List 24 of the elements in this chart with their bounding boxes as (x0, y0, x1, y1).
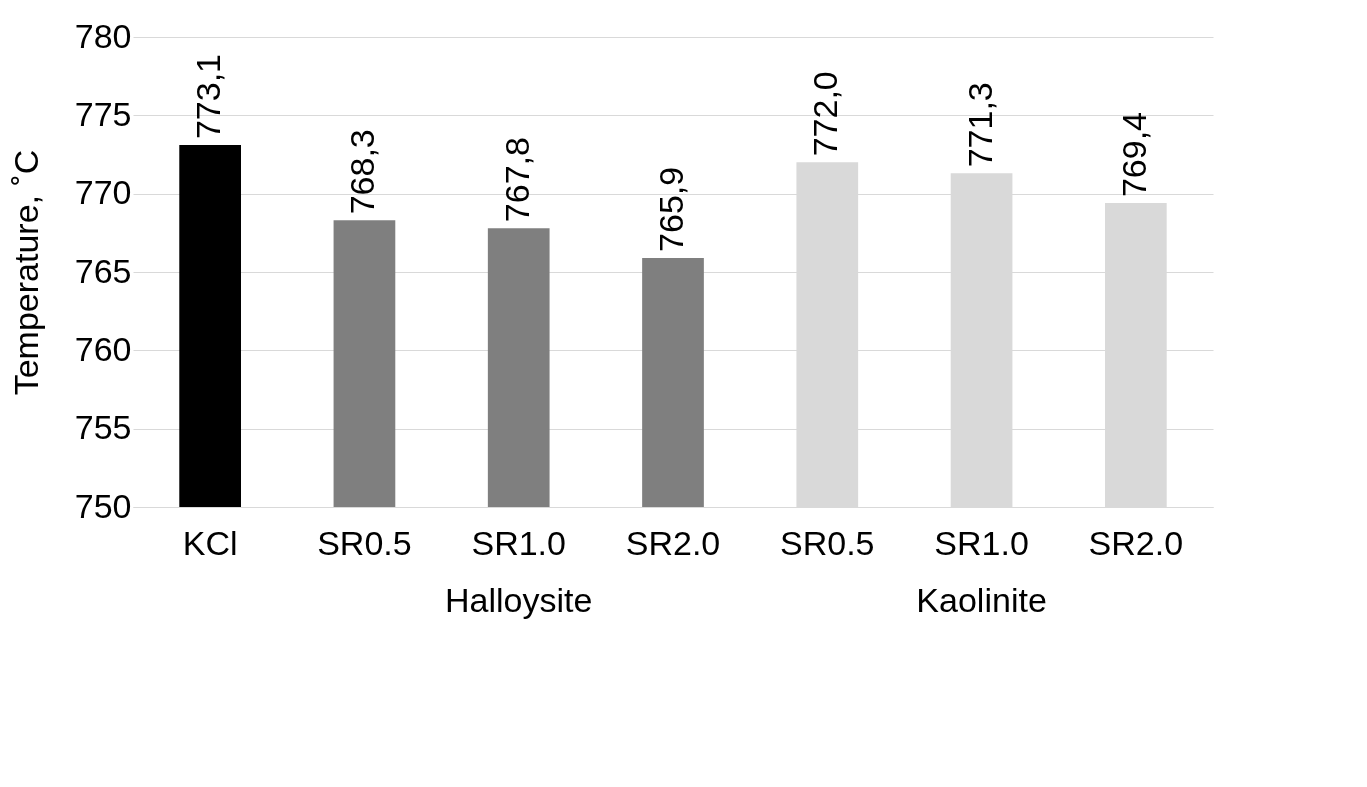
data-label: 769,4 (1114, 111, 1153, 198)
x-tick-label: SR2.0 (625, 523, 721, 562)
text: Halloysite (445, 581, 593, 619)
data-label: 767,8 (497, 137, 536, 223)
data-label: 771,3 (960, 82, 999, 168)
x-tick-label: SR0.5 (317, 523, 412, 562)
x-tick-label: SR2.0 (1088, 523, 1184, 562)
data-label: 772,0 (806, 71, 845, 157)
x-tick-label: SR1.0 (934, 523, 1029, 562)
x-tick-label: KCl (182, 523, 238, 562)
y-tick-label: 780 (74, 16, 132, 55)
data-label: 768,3 (343, 129, 382, 215)
y-tick-label: 775 (74, 94, 132, 133)
y-tick-label: 755 (74, 408, 132, 447)
x-tick-label: SR0.5 (780, 523, 875, 562)
y-tick-label: 770 (74, 173, 132, 212)
y-axis-title: Temperature, ˚C (6, 149, 45, 396)
text: Kaolinite (916, 581, 1047, 619)
data-label: 765,9 (652, 166, 690, 252)
y-tick-label: 765 (74, 251, 132, 290)
x-tick-label: SR1.0 (471, 523, 566, 562)
y-tick-label: 750 (74, 486, 132, 525)
data-label: 773,1 (189, 54, 228, 140)
y-tick-label: 760 (74, 329, 132, 368)
